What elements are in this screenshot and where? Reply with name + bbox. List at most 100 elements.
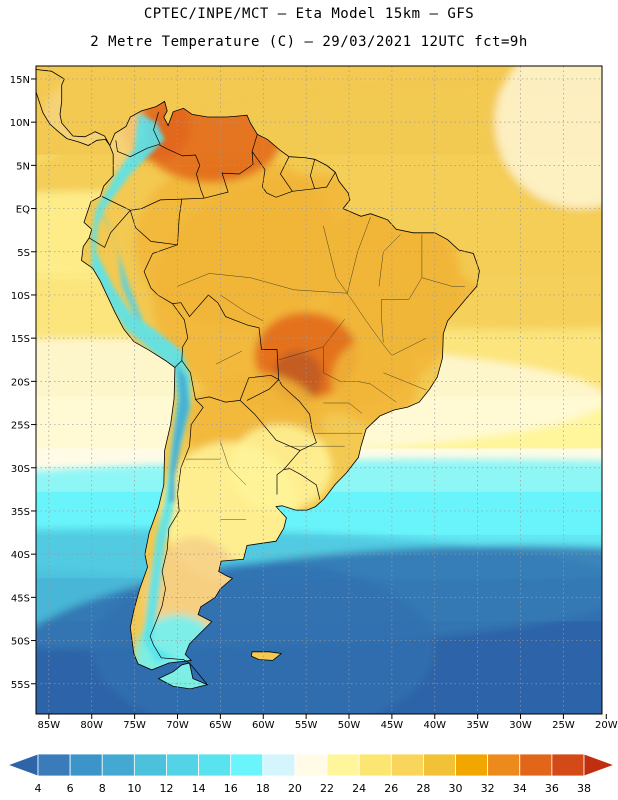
legend-box [69,753,103,777]
coastline [140,37,191,56]
legend-label: 6 [67,782,74,795]
lon-label: 55W [295,720,318,731]
legend-label: 18 [256,782,270,795]
country-border [246,379,279,401]
country-borders [89,111,465,685]
legend-box [230,753,264,777]
country-border [129,210,178,246]
color-legend-boxes [6,753,616,777]
lat-label: 45S [11,593,30,604]
legend-label: 12 [159,782,173,795]
legend-label: 20 [288,782,302,795]
country-border [181,360,279,403]
country-border [143,197,321,500]
ocean-anomaly [494,66,602,209]
lat-label: 35S [11,507,30,518]
state-border [177,273,295,291]
legend-box [487,753,521,777]
lon-label: 40W [423,720,446,731]
lon-label: 35W [466,720,489,731]
legend-label: 8 [99,782,106,795]
lat-label: 30S [11,464,30,475]
lat-lon-grid [36,66,602,714]
lat-label: 55S [11,680,30,691]
color-legend-labels: 4 6 8 10 12 14 16 18 20 22 24 26 28 30 32 34 36 38 [35,782,592,795]
legend-box [133,753,167,777]
legend-box [326,753,360,777]
lon-label: 80W [80,720,103,731]
temperature-map: 15N 10N 5N EQ 5S 10S 15S 20S 25S 30S 35S 40S 45S 50S 5… [10,37,618,731]
lon-label: 45W [381,720,404,731]
state-border [323,217,371,294]
lat-label: 25S [11,421,30,432]
legend-label: 22 [320,782,334,795]
country-border [251,151,336,198]
legend-label: 34 [513,782,527,795]
legend-box [262,753,296,777]
coastline [36,69,111,146]
coastline [157,662,209,690]
legend-label: 14 [192,782,206,795]
country-border [189,662,208,685]
lat-label: 5S [17,248,30,259]
country-border [276,469,285,495]
state-border [220,294,264,322]
map-frame [35,65,603,715]
legend-label: 38 [577,782,591,795]
country-border [153,111,161,145]
color-legend: 4 6 8 10 12 14 16 18 20 22 24 26 28 30 32 34 36 38 [6,753,616,795]
legend-box [390,753,424,777]
lon-label: 25W [552,720,575,731]
legend-low-arrow [6,753,39,777]
legend-high-arrow [583,753,616,777]
lon-label: 70W [166,720,189,731]
state-border [383,372,427,391]
lat-label: 10N [10,118,30,129]
state-border [220,441,247,486]
country-border [310,159,316,189]
lat-label: 15S [11,334,30,345]
state-border [381,234,423,343]
axis-ticks [31,78,607,719]
map-title: CPTEC/INPE/MCT – Eta Model 15km – GFS [143,6,475,22]
legend-box [358,753,392,777]
country-border [149,399,204,664]
longitude-labels: 85W 80W 75W 70W 65W 60W 55W 50W 45W 40W 35W 30W 25W 2… [38,720,618,731]
lat-label: 40S [11,550,30,561]
andes-cold-band [91,113,191,663]
country-border [172,303,189,368]
state-border [215,350,242,365]
latitude-labels: 15N 10N 5N EQ 5S 10S 15S 20S 25S 30S 35S 40S 45S 50S 5… [10,75,30,691]
legend-label: 32 [481,782,495,795]
country-border [115,140,205,199]
legend-box [294,753,328,777]
lon-label: 65W [209,720,232,731]
map-subtitle: 2 Metre Temperature (C) – 29/03/2021 12U… [90,34,528,50]
legend-box [455,753,489,777]
lat-label: 10S [11,291,30,302]
coastline [250,651,283,661]
legend-label: 26 [384,782,398,795]
state-border [421,277,465,287]
legend-label: 4 [35,782,42,795]
legend-label: 16 [224,782,238,795]
legend-label: 36 [545,782,559,795]
legend-label: 28 [416,782,430,795]
state-border [278,319,345,361]
andes-cold-core [168,359,190,503]
country-border [101,196,182,211]
legend-box [519,753,553,777]
legend-box [166,753,199,777]
state-border [323,402,363,414]
country-border [89,210,131,248]
legend-label: 10 [127,782,141,795]
lat-label: 15N [10,75,30,86]
country-border [239,400,301,451]
legend-box [198,753,232,777]
lat-label: 50S [11,637,30,648]
legend-box [37,753,71,777]
legend-label: 30 [449,782,463,795]
land-anomaly [134,156,341,330]
legend-box [423,753,456,777]
lat-label: 5N [16,161,30,172]
